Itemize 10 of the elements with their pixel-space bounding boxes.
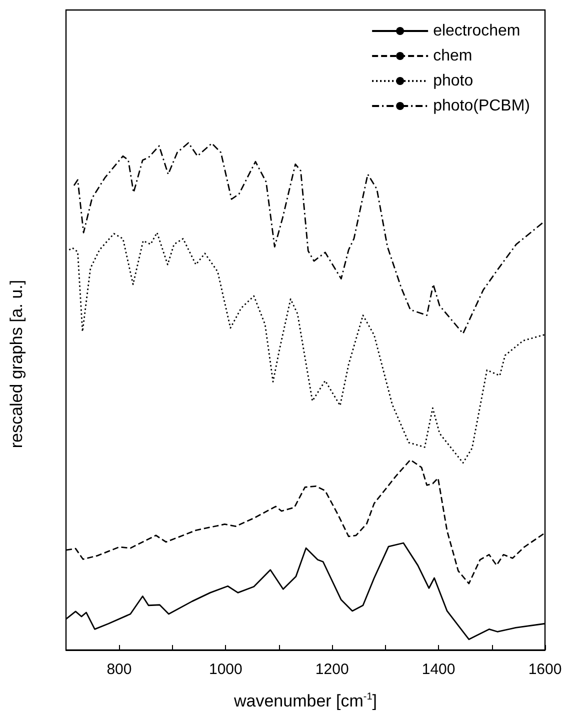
x-tick-label: 1600 [528, 661, 562, 678]
x-tick-label: 1400 [422, 661, 456, 678]
legend-label: electrochem [433, 22, 520, 40]
x-tick-label: 1200 [315, 661, 349, 678]
x-tick-label: 1000 [208, 661, 242, 678]
legend-label: photo [433, 72, 474, 90]
legend-label: photo(PCBM) [433, 98, 530, 114]
legend-label: chem [433, 48, 472, 64]
x-tick-label: 800 [106, 661, 132, 678]
y-axis-title: rescaled graphs [a. u.] [7, 280, 26, 448]
